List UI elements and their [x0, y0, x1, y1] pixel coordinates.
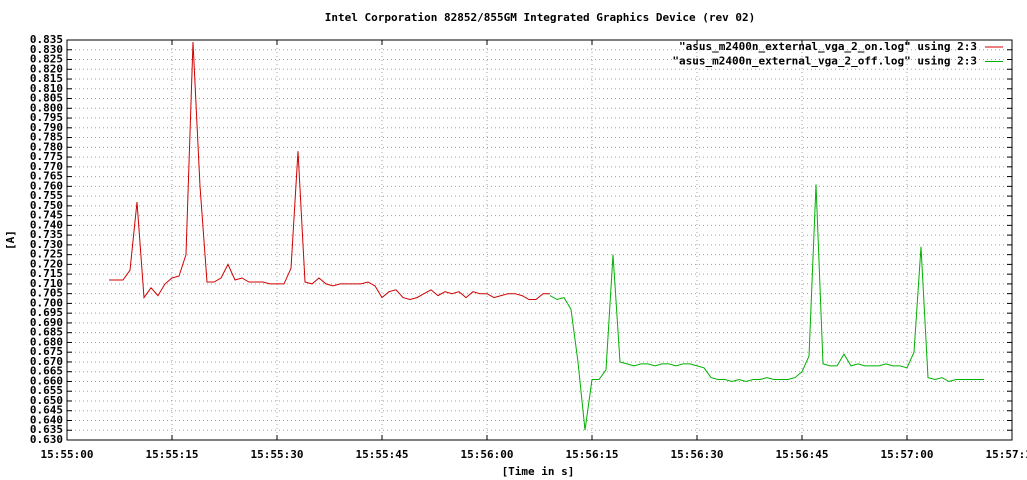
y-tick-label: 0.650: [30, 394, 63, 407]
y-tick-label: 0.740: [30, 218, 63, 231]
y-tick-label: 0.705: [30, 287, 63, 300]
y-tick-label: 0.770: [30, 160, 63, 173]
y-tick-label: 0.735: [30, 228, 63, 241]
y-tick-label: 0.720: [30, 257, 63, 270]
y-tick-label: 0.785: [30, 131, 63, 144]
y-tick-label: 0.745: [30, 209, 63, 222]
y-tick-label: 0.635: [30, 423, 63, 436]
y-tick-label: 0.780: [30, 140, 63, 153]
y-tick-label: 0.820: [30, 62, 63, 75]
chart-title: Intel Corporation 82852/855GM Integrated…: [325, 11, 755, 24]
x-tick-label: 15:55:00: [41, 448, 94, 461]
y-tick-label: 0.835: [30, 33, 63, 46]
y-tick-label: 0.710: [30, 277, 63, 290]
y-tick-label: 0.805: [30, 92, 63, 105]
x-tick-label: 15:55:15: [146, 448, 199, 461]
y-tick-label: 0.795: [30, 111, 63, 124]
y-tick-label: 0.750: [30, 199, 63, 212]
y-tick-label: 0.730: [30, 238, 63, 251]
y-tick-label: 0.665: [30, 365, 63, 378]
y-tick-label: 0.680: [30, 335, 63, 348]
x-tick-label: 15:57:00: [881, 448, 934, 461]
y-tick-label: 0.645: [30, 404, 63, 417]
y-tick-label: 0.675: [30, 345, 63, 358]
legend-label: "asus_m2400n_external_vga_2_off.log" usi…: [672, 55, 977, 68]
legend-label: "asus_m2400n_external_vga_2_on.log" usin…: [679, 40, 977, 53]
plot-border: [66, 39, 1013, 441]
x-axis-label: [Time in s]: [502, 465, 575, 478]
y-tick-label: 0.630: [30, 433, 63, 446]
x-tick-label: 15:55:30: [251, 448, 304, 461]
y-tick-label: 0.800: [30, 101, 63, 114]
y-tick-label: 0.695: [30, 306, 63, 319]
y-tick-label: 0.700: [30, 296, 63, 309]
y-tick-label: 0.765: [30, 170, 63, 183]
y-tick-label: 0.670: [30, 355, 63, 368]
y-tick-label: 0.775: [30, 150, 63, 163]
y-tick-label: 0.810: [30, 82, 63, 95]
y-tick-label: 0.830: [30, 43, 63, 56]
y-tick-label: 0.685: [30, 326, 63, 339]
y-tick-label: 0.725: [30, 248, 63, 261]
series-line: [109, 41, 550, 301]
y-tick-label: 0.660: [30, 374, 63, 387]
y-tick-label: 0.655: [30, 384, 63, 397]
y-tick-label: 0.790: [30, 121, 63, 134]
y-tick-label: 0.715: [30, 267, 63, 280]
x-tick-label: 15:57:15: [986, 448, 1027, 461]
x-tick-label: 15:56:15: [566, 448, 619, 461]
x-tick-label: 15:56:45: [776, 448, 829, 461]
x-tick-label: 15:56:00: [461, 448, 514, 461]
series-line: [549, 184, 984, 431]
y-tick-label: 0.760: [30, 179, 63, 192]
y-tick-label: 0.755: [30, 189, 63, 202]
x-tick-label: 15:55:45: [356, 448, 409, 461]
y-tick-label: 0.690: [30, 316, 63, 329]
y-tick-label: 0.825: [30, 53, 63, 66]
y-axis-label: [A]: [4, 230, 17, 250]
y-tick-label: 0.815: [30, 72, 63, 85]
y-tick-label: 0.640: [30, 413, 63, 426]
x-tick-label: 15:56:30: [671, 448, 724, 461]
